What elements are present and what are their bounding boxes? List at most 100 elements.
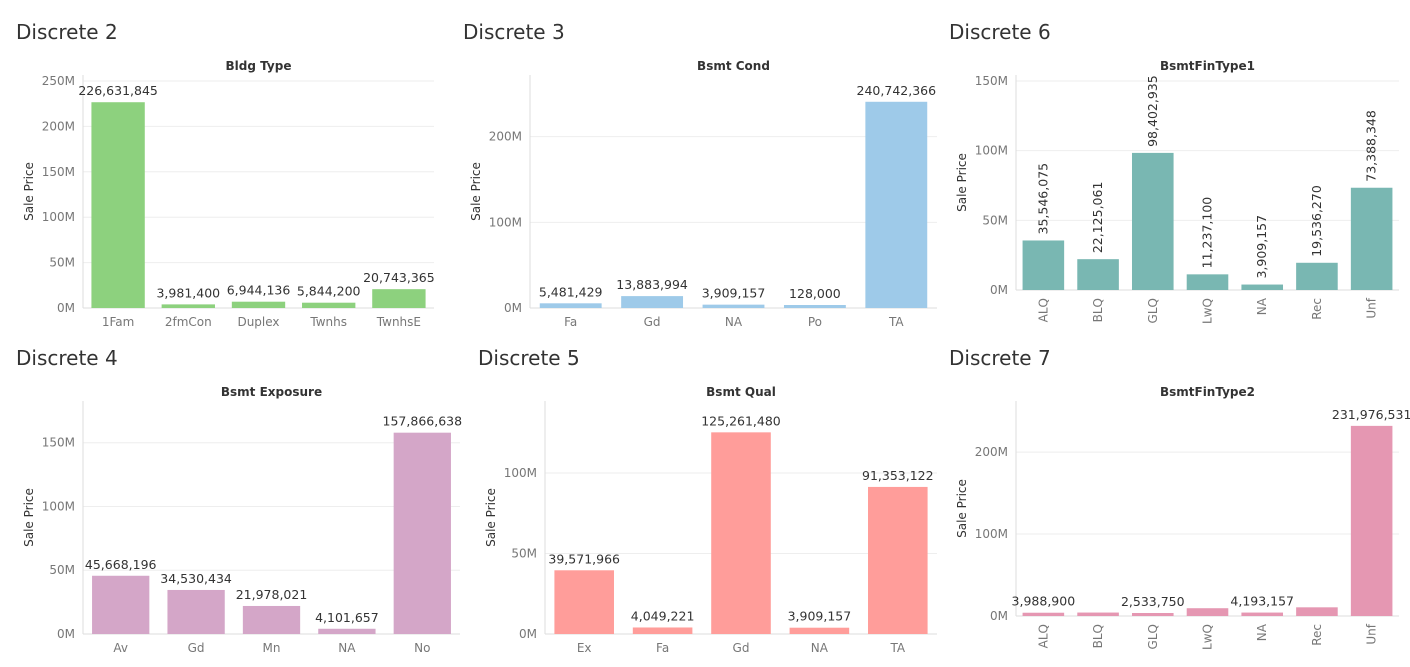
y-axis-label: Sale Price [22, 488, 36, 547]
y-tick-label: 0M [57, 301, 75, 315]
bar [167, 589, 225, 634]
bar [702, 304, 765, 308]
x-tick-label: 2fmCon [165, 315, 212, 329]
y-tick-label: 250M [42, 74, 75, 88]
data-label: 21,978,021 [236, 587, 308, 602]
bar [1296, 262, 1338, 290]
bar [1131, 613, 1174, 616]
data-label: 45,668,196 [85, 557, 157, 572]
x-tick-label: NA [338, 641, 356, 655]
x-tick-label: Unf [1365, 297, 1379, 318]
chart-title: BsmtFinType2 [1160, 385, 1255, 399]
chart-panel-discrete-2: Discrete 2 0M 50M 100M 150M 200M 250M Bldg Typ… [0, 0, 460, 340]
bar [865, 101, 928, 309]
data-label: 19,536,270 [1309, 185, 1324, 257]
bar [1241, 284, 1284, 290]
x-tick-label: TA [888, 315, 904, 329]
y-tick-label: 200M [975, 445, 1008, 459]
x-tick-label: Rec [1310, 624, 1324, 646]
y-axis-label: Sale Price [469, 162, 483, 221]
y-axis-label: Sale Price [22, 162, 36, 221]
y-tick-label: 100M [975, 144, 1008, 158]
bar [242, 605, 301, 634]
y-tick-label: 0M [57, 627, 75, 641]
x-tick-label: Rec [1310, 298, 1324, 320]
x-tick-label: Unf [1365, 623, 1379, 644]
y-tick-label: 0M [990, 609, 1008, 623]
chart-panel-discrete-6: Discrete 6 0M 50M 100M 150M BsmtFinType1 Sale… [933, 0, 1403, 340]
y-tick-label: 100M [489, 215, 522, 229]
data-label: 5,481,429 [539, 284, 603, 299]
y-tick-label: 100M [504, 466, 537, 480]
bar-chart-bsmt-cond: 0M 100M 200M Bsmt Cond Sale Price 5,481,429 Fa… [469, 59, 937, 329]
bar [1077, 259, 1119, 290]
data-label: 98,402,935 [1145, 75, 1160, 147]
data-label: 13,883,994 [616, 277, 688, 292]
x-tick-label: Mn [263, 641, 281, 655]
panel-title: Discrete 5 [478, 346, 580, 370]
bar [372, 289, 426, 308]
data-label: 91,353,122 [862, 468, 934, 483]
data-label: 2,533,750 [1121, 594, 1185, 609]
y-tick-label: 0M [990, 283, 1008, 297]
x-tick-label: Duplex [237, 315, 279, 329]
x-tick-label: GLQ [1146, 624, 1160, 649]
data-label: 4,193,157 [1230, 594, 1294, 609]
x-tick-label: NA [1255, 623, 1269, 641]
x-tick-label: Gd [644, 315, 661, 329]
bar [1131, 152, 1174, 290]
chart-panel-discrete-3: Discrete 3 0M 100M 200M Bsmt Cond Sale Price… [447, 0, 947, 340]
bar [161, 304, 215, 308]
x-tick-label: LwQ [1201, 298, 1215, 324]
x-tick-label: ALQ [1036, 624, 1050, 648]
data-label: 22,125,061 [1090, 182, 1105, 254]
bar [1241, 612, 1284, 616]
data-label: 5,844,200 [297, 284, 361, 299]
y-tick-label: 100M [975, 527, 1008, 541]
bar [393, 432, 451, 634]
bar-chart-bsmtfintype1: 0M 50M 100M 150M BsmtFinType1 Sale Price 35,54… [955, 59, 1399, 324]
y-tick-label: 150M [975, 74, 1008, 88]
bar-chart-bsmt-exposure: 0M 50M 100M 150M Bsmt Exposure Sale Price 45,6… [22, 385, 463, 655]
bar [1077, 612, 1119, 616]
bar [318, 628, 376, 634]
data-label: 20,743,365 [363, 270, 435, 285]
x-tick-label: BLQ [1091, 298, 1105, 322]
data-label: 39,571,966 [548, 551, 620, 566]
bar [1296, 607, 1338, 616]
bar [539, 303, 602, 308]
data-label: 3,988,900 [1012, 594, 1076, 609]
x-tick-label: Po [808, 315, 822, 329]
y-tick-label: 50M [49, 256, 75, 270]
data-label: 3,909,157 [702, 286, 766, 301]
y-tick-label: 50M [49, 563, 75, 577]
x-tick-label: NA [725, 315, 743, 329]
y-tick-label: 200M [489, 130, 522, 144]
data-label: 73,388,348 [1364, 110, 1379, 182]
bar [1186, 274, 1229, 290]
x-tick-label: Twnhs [309, 315, 347, 329]
x-tick-label: NA [811, 641, 829, 655]
bar [91, 102, 145, 308]
data-label: 3,981,400 [156, 285, 220, 300]
bar [92, 575, 150, 634]
chart-title: Bsmt Cond [697, 59, 770, 73]
chart-panel-discrete-5: Discrete 5 0M 50M 100M Bsmt Qual Sale Price 3… [462, 326, 947, 666]
bar-chart-bsmtfintype2: 0M 100M 200M BsmtFinType2 Sale Price 3,988,90… [955, 385, 1410, 650]
bar [1022, 240, 1065, 290]
data-label: 3,909,157 [788, 609, 852, 624]
panel-title: Discrete 4 [16, 346, 118, 370]
x-tick-label: Fa [564, 315, 577, 329]
panel-title: Discrete 6 [949, 20, 1051, 44]
x-tick-label: ALQ [1036, 298, 1050, 322]
data-label: 157,866,638 [383, 414, 463, 429]
data-label: 231,976,531 [1332, 407, 1410, 422]
y-tick-label: 150M [42, 436, 75, 450]
y-tick-label: 0M [504, 301, 522, 315]
y-axis-label: Sale Price [484, 488, 498, 547]
bar [1350, 187, 1393, 290]
x-tick-label: TwnhsE [376, 315, 421, 329]
chart-panel-discrete-4: Discrete 4 0M 50M 100M 150M Bsmt Exposure Sal… [0, 326, 470, 666]
data-label: 226,631,845 [78, 83, 158, 98]
y-tick-label: 150M [42, 165, 75, 179]
